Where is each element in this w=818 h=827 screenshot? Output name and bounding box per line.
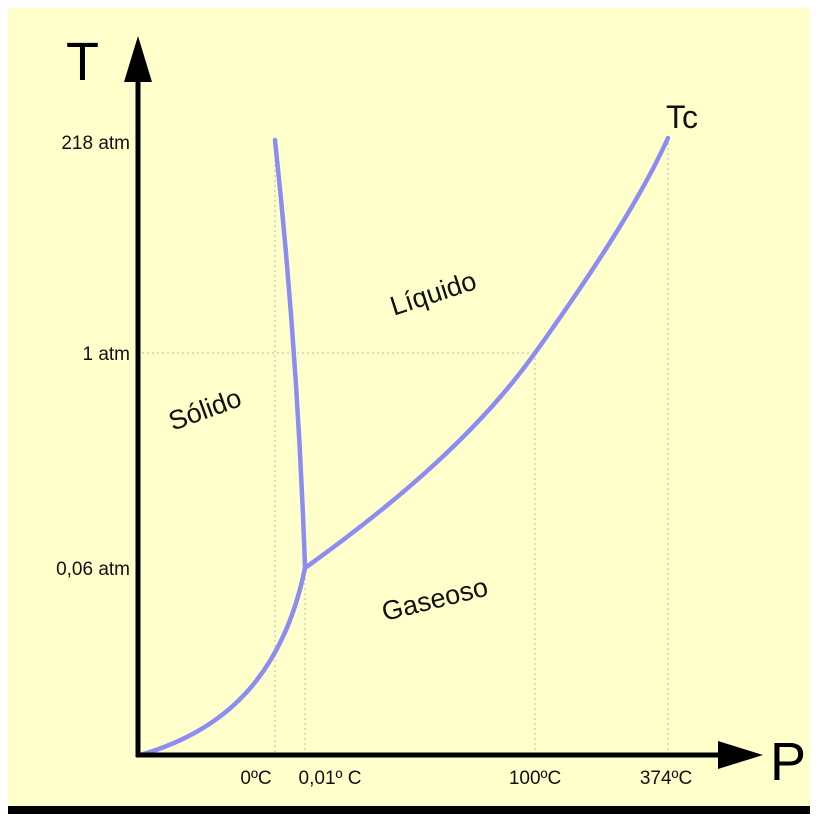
tick-label-001c: 0,01º C: [299, 768, 362, 789]
critical-point-label: Tc: [666, 99, 698, 135]
phase-diagram-frame: [8, 8, 810, 814]
horizontal-axis-label: P: [770, 732, 806, 792]
phase-boundaries: [137, 135, 671, 758]
fusion-curve: [272, 137, 308, 571]
tick-label-1atm: 1 atm: [82, 344, 130, 365]
vertical-axis-arrow-icon: [124, 36, 152, 82]
guide-lines: [137, 138, 669, 755]
horizontal-axis-arrow-icon: [718, 741, 763, 769]
tick-label-374c: 374ºC: [640, 768, 692, 789]
diagram-background: [8, 8, 810, 806]
tick-label-0c: 0ºC: [240, 768, 271, 789]
axes: [124, 36, 763, 769]
sublimation-curve: [137, 565, 308, 758]
vaporization-curve: [302, 135, 671, 571]
tick-label-218atm: 218 atm: [61, 133, 130, 154]
tick-label-006atm: 0,06 atm: [56, 559, 130, 580]
tick-label-100c: 100ºC: [509, 768, 561, 789]
vertical-axis-label: T: [66, 32, 99, 92]
